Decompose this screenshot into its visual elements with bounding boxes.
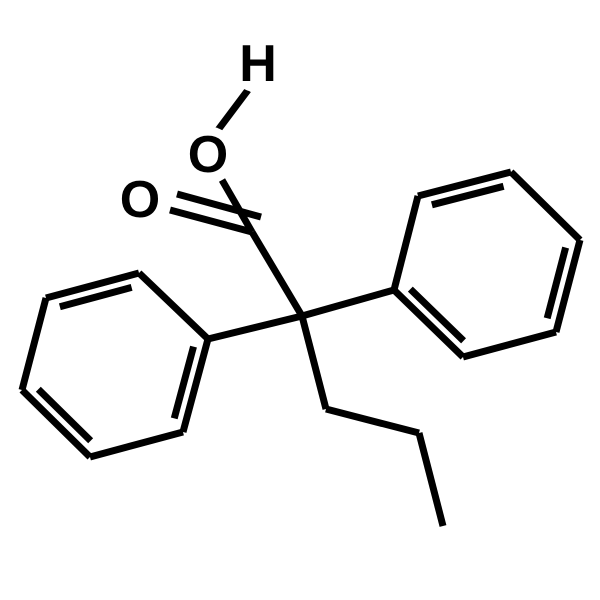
bond [394,290,463,357]
bond [139,273,208,339]
bond [418,172,511,196]
bond [394,196,418,290]
bond [46,273,139,298]
atom-label-O_hydroxyl: O [188,126,228,184]
bond [218,90,248,130]
bond [208,316,302,339]
atom-label-O_carbonyl: O [120,171,160,229]
bond [22,298,46,390]
bond [326,409,419,433]
atom-label-H: H [239,35,277,93]
bond [511,172,580,240]
bonds-group [22,90,580,526]
molecule-canvas: HOO [0,0,600,600]
bond [252,232,302,316]
bond [463,332,556,357]
bond [556,240,580,332]
bond [183,339,208,432]
bond [90,432,183,457]
bond [302,290,394,316]
bond [419,433,443,526]
bond [302,316,326,409]
bond [22,390,90,457]
